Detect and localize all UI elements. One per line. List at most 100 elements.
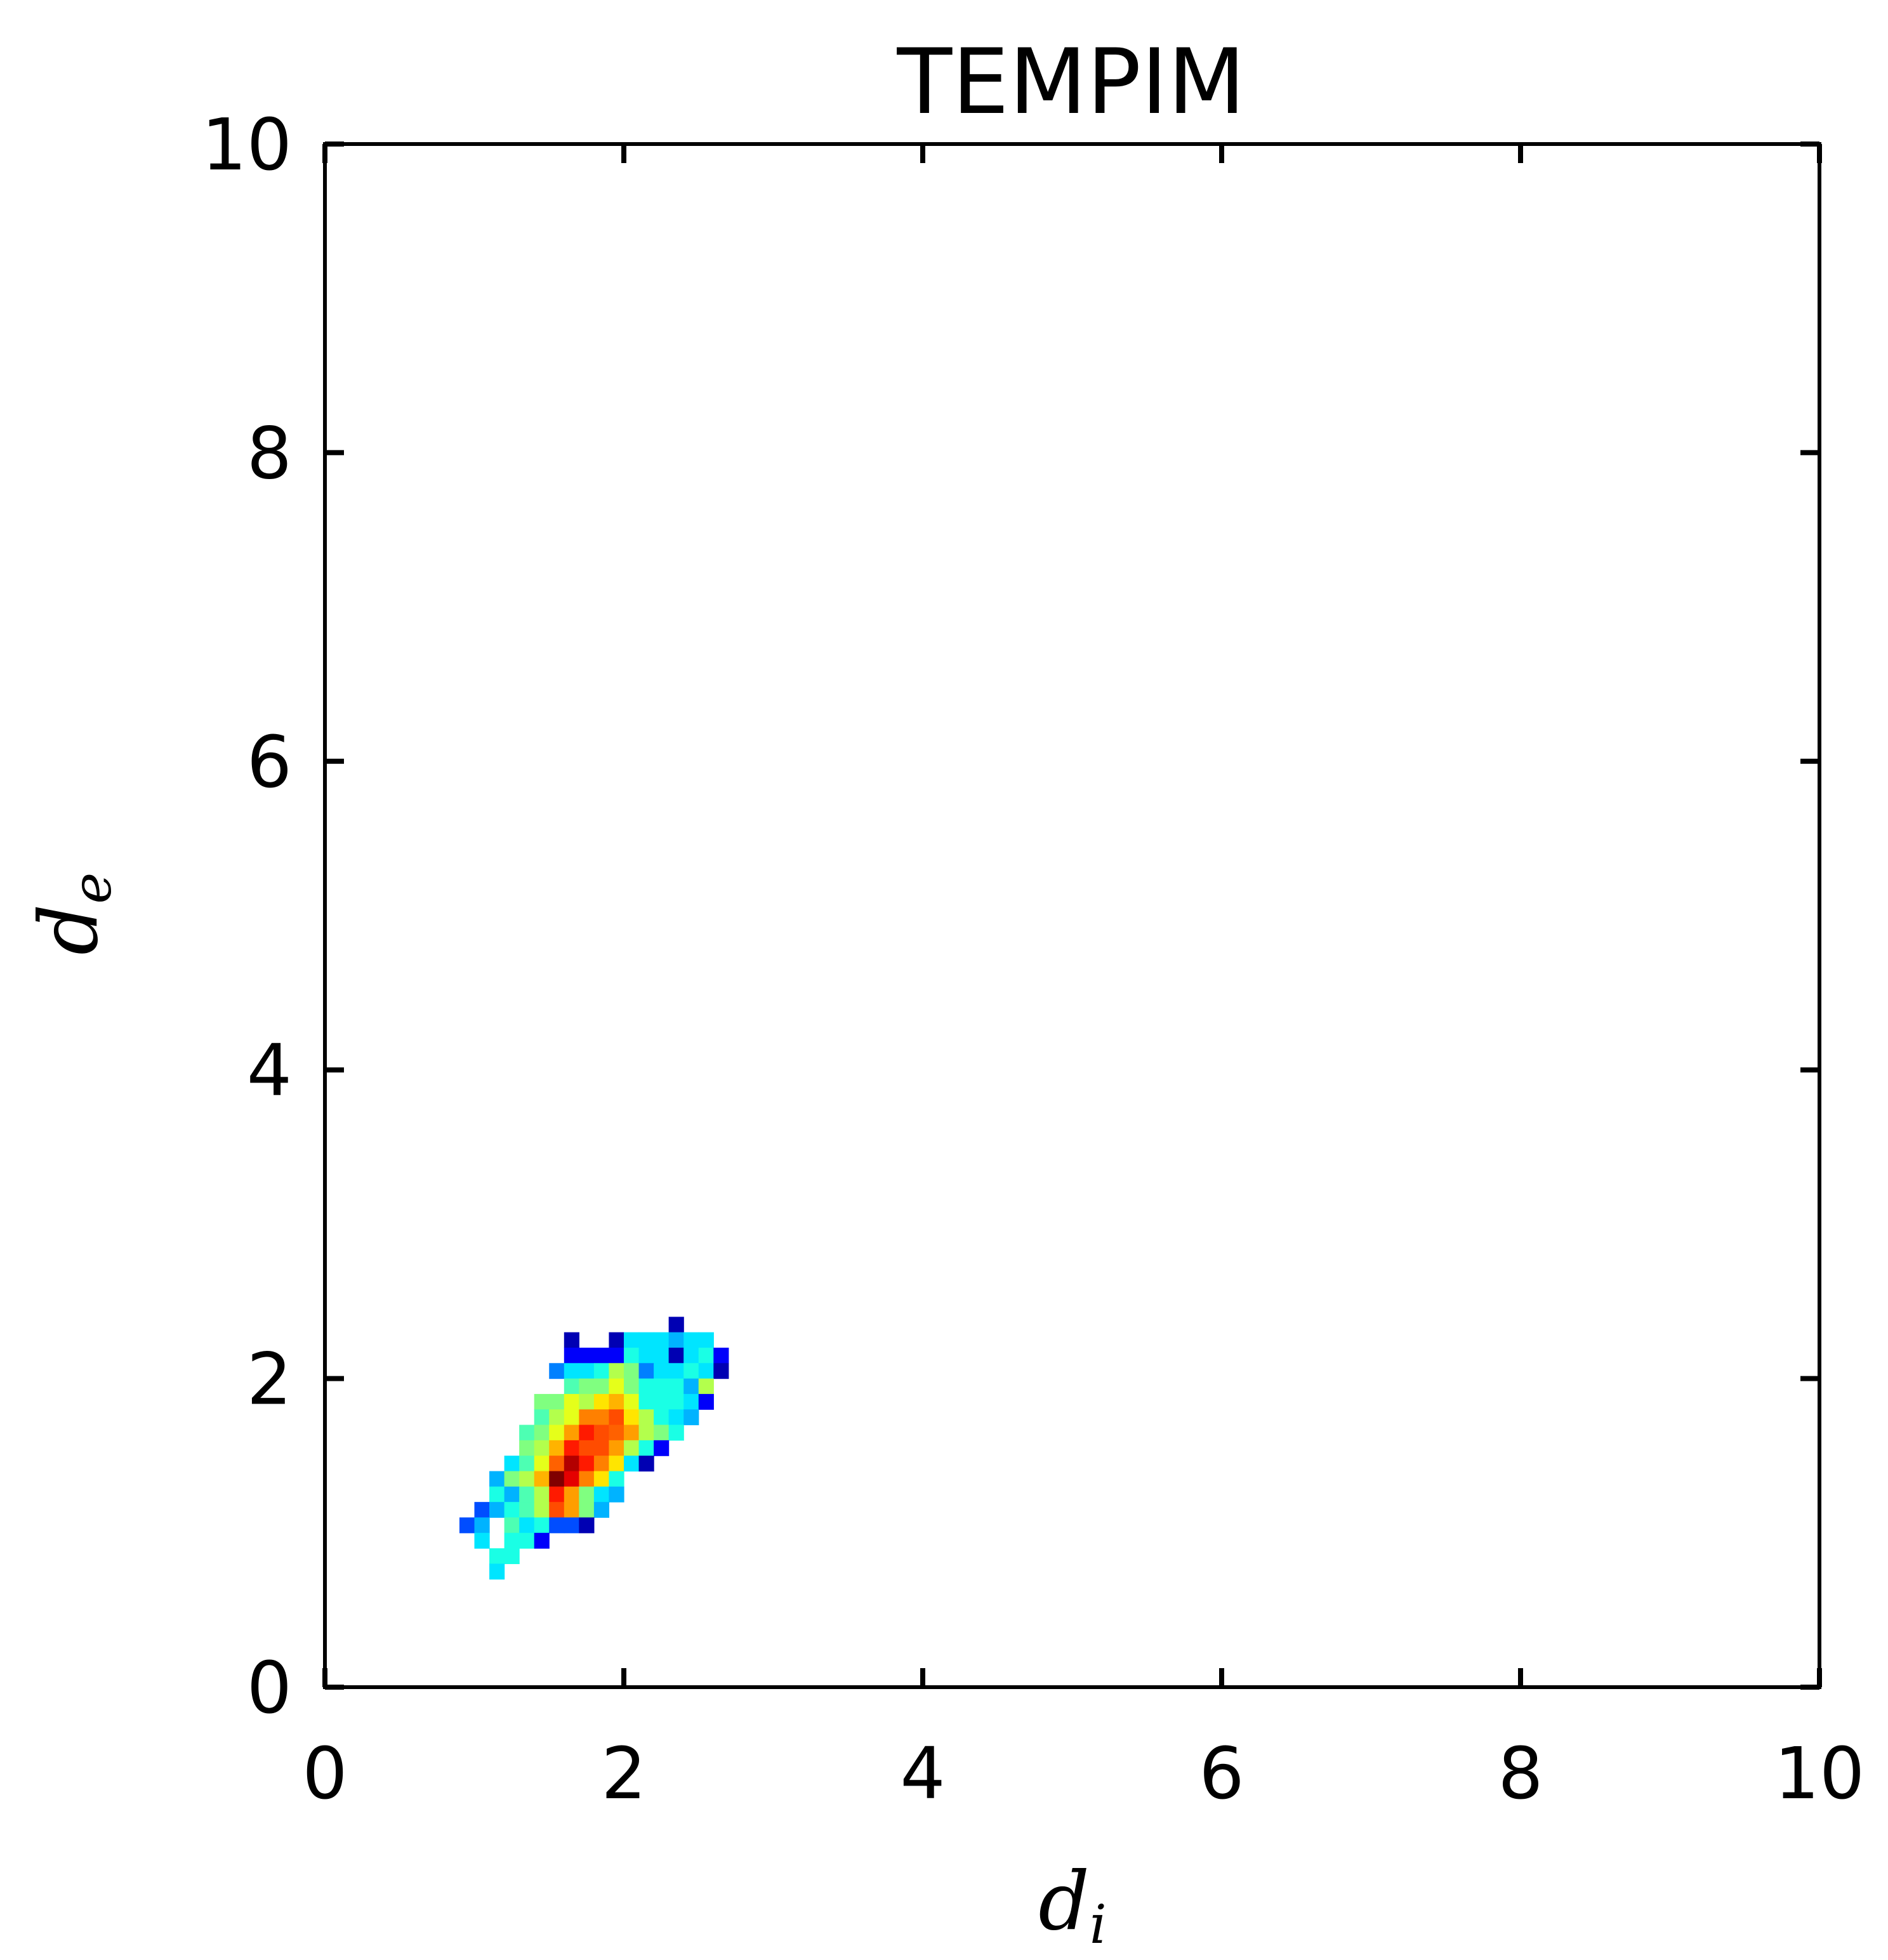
heatmap-cell: [489, 1563, 505, 1580]
heatmap-cell: [579, 1347, 595, 1364]
heatmap-cell: [609, 1456, 624, 1472]
x-tick-labels: 0 2 4 6 8 10: [302, 1733, 1865, 1815]
heatmap-cell: [579, 1363, 595, 1379]
heatmap-cell: [609, 1363, 624, 1379]
heatmap-cell: [489, 1471, 505, 1487]
heatmap-cell: [713, 1363, 729, 1379]
y-axis-label: de: [22, 872, 123, 955]
heatmap-cell: [579, 1456, 595, 1472]
heatmap-cell: [579, 1378, 595, 1395]
heatmap-cell: [713, 1347, 729, 1364]
heatmap-cell: [534, 1424, 550, 1441]
y-tick-label: 10: [201, 104, 292, 187]
heatmap-cell: [638, 1409, 654, 1426]
heatmap-cell: [459, 1517, 475, 1534]
heatmap-cell: [549, 1440, 565, 1456]
heatmap-cell: [564, 1424, 579, 1441]
heatmap-cell: [564, 1347, 579, 1364]
heatmap-cell: [549, 1502, 565, 1518]
heatmap-cell: [654, 1424, 670, 1441]
heatmap-cell: [609, 1440, 624, 1456]
heatmap-cell: [593, 1456, 610, 1472]
heatmap-cell: [593, 1440, 610, 1456]
heatmap-cell: [593, 1471, 610, 1487]
heatmap-cell: [549, 1517, 565, 1534]
heatmap-cell: [519, 1502, 535, 1518]
heatmap-cell: [534, 1532, 550, 1549]
heatmap-cell: [579, 1393, 595, 1410]
heatmap-cell: [683, 1378, 699, 1395]
heatmap-cell: [593, 1409, 610, 1426]
y-tick-label: 4: [247, 1030, 292, 1112]
heatmap-cell: [504, 1517, 520, 1534]
heatmap-cell: [549, 1363, 565, 1379]
heatmap-cell: [593, 1393, 610, 1410]
heatmap-cell: [624, 1456, 640, 1472]
heatmap-cell: [489, 1486, 505, 1503]
heatmap-cell: [549, 1409, 565, 1426]
heatmap-cell: [579, 1502, 595, 1518]
heatmap-cell: [624, 1440, 640, 1456]
heatmap-cell: [504, 1471, 520, 1487]
chart-title: TEMPIM: [896, 30, 1245, 135]
heatmap-cell: [579, 1424, 595, 1441]
heatmap-cell: [564, 1332, 579, 1348]
heatmap-cell: [474, 1532, 490, 1549]
heatmap-cell: [579, 1471, 595, 1487]
heatmap-cell: [504, 1456, 520, 1472]
heatmap-cell: [474, 1517, 490, 1534]
heatmap-cell: [609, 1409, 624, 1426]
heatmap-cell: [519, 1471, 535, 1487]
heatmap-cell: [534, 1393, 550, 1410]
heatmap-cell: [534, 1471, 550, 1487]
heatmap-cell: [519, 1486, 535, 1503]
heatmap-cell: [579, 1440, 595, 1456]
heatmap-cell: [534, 1456, 550, 1472]
plot-frame: [323, 142, 1821, 1689]
heatmap-cell: [698, 1378, 714, 1395]
heatmap-cell: [489, 1502, 505, 1518]
heatmap-cell: [683, 1409, 699, 1426]
heatmap-cell: [638, 1424, 654, 1441]
heatmap-cell: [549, 1471, 565, 1487]
heatmap-cell: [504, 1548, 520, 1565]
heatmap-cell: [609, 1347, 624, 1364]
heatmap-cell: [668, 1424, 684, 1441]
heatmap-cell: [534, 1440, 550, 1456]
heatmap-cell: [624, 1409, 640, 1426]
heatmap-cell: [593, 1424, 610, 1441]
heatmap-cell: [683, 1363, 699, 1379]
heatmap-cell: [564, 1502, 579, 1518]
heatmap-cell: [683, 1332, 699, 1348]
heatmap-cell: [668, 1332, 684, 1348]
heatmap-cell: [519, 1517, 535, 1534]
heatmap-cell: [549, 1393, 565, 1410]
heatmap-cell: [624, 1363, 640, 1379]
heatmap-cell: [593, 1378, 610, 1395]
heatmap-cell: [534, 1517, 550, 1534]
heatmap-cell: [624, 1393, 640, 1410]
heatmap-cell: [624, 1332, 640, 1348]
heatmap-cell: [593, 1363, 610, 1379]
heatmap-cell: [638, 1440, 654, 1456]
heatmap-cell: [654, 1409, 670, 1426]
heatmap-cell: [668, 1317, 684, 1333]
heatmap-cell: [504, 1486, 520, 1503]
heatmap-cell: [609, 1332, 624, 1348]
heatmap-cell: [504, 1532, 520, 1549]
heatmap-cell: [654, 1440, 670, 1456]
heatmap-cell: [549, 1424, 565, 1441]
heatmap-cell: [564, 1378, 579, 1395]
heatmap-cell: [564, 1471, 579, 1487]
heatmap-cell: [668, 1378, 684, 1395]
heatmap-cell: [609, 1393, 624, 1410]
heatmap-cell: [534, 1486, 550, 1503]
heatmap-cell: [638, 1363, 654, 1379]
heatmap-cell: [564, 1517, 579, 1534]
heatmap-cell: [534, 1409, 550, 1426]
x-axis-label-sub: i: [1090, 1893, 1107, 1956]
heatmap-cell: [683, 1347, 699, 1364]
heatmap-cell: [609, 1424, 624, 1441]
heatmap-cell: [519, 1456, 535, 1472]
heatmap-cells: [459, 1317, 729, 1580]
